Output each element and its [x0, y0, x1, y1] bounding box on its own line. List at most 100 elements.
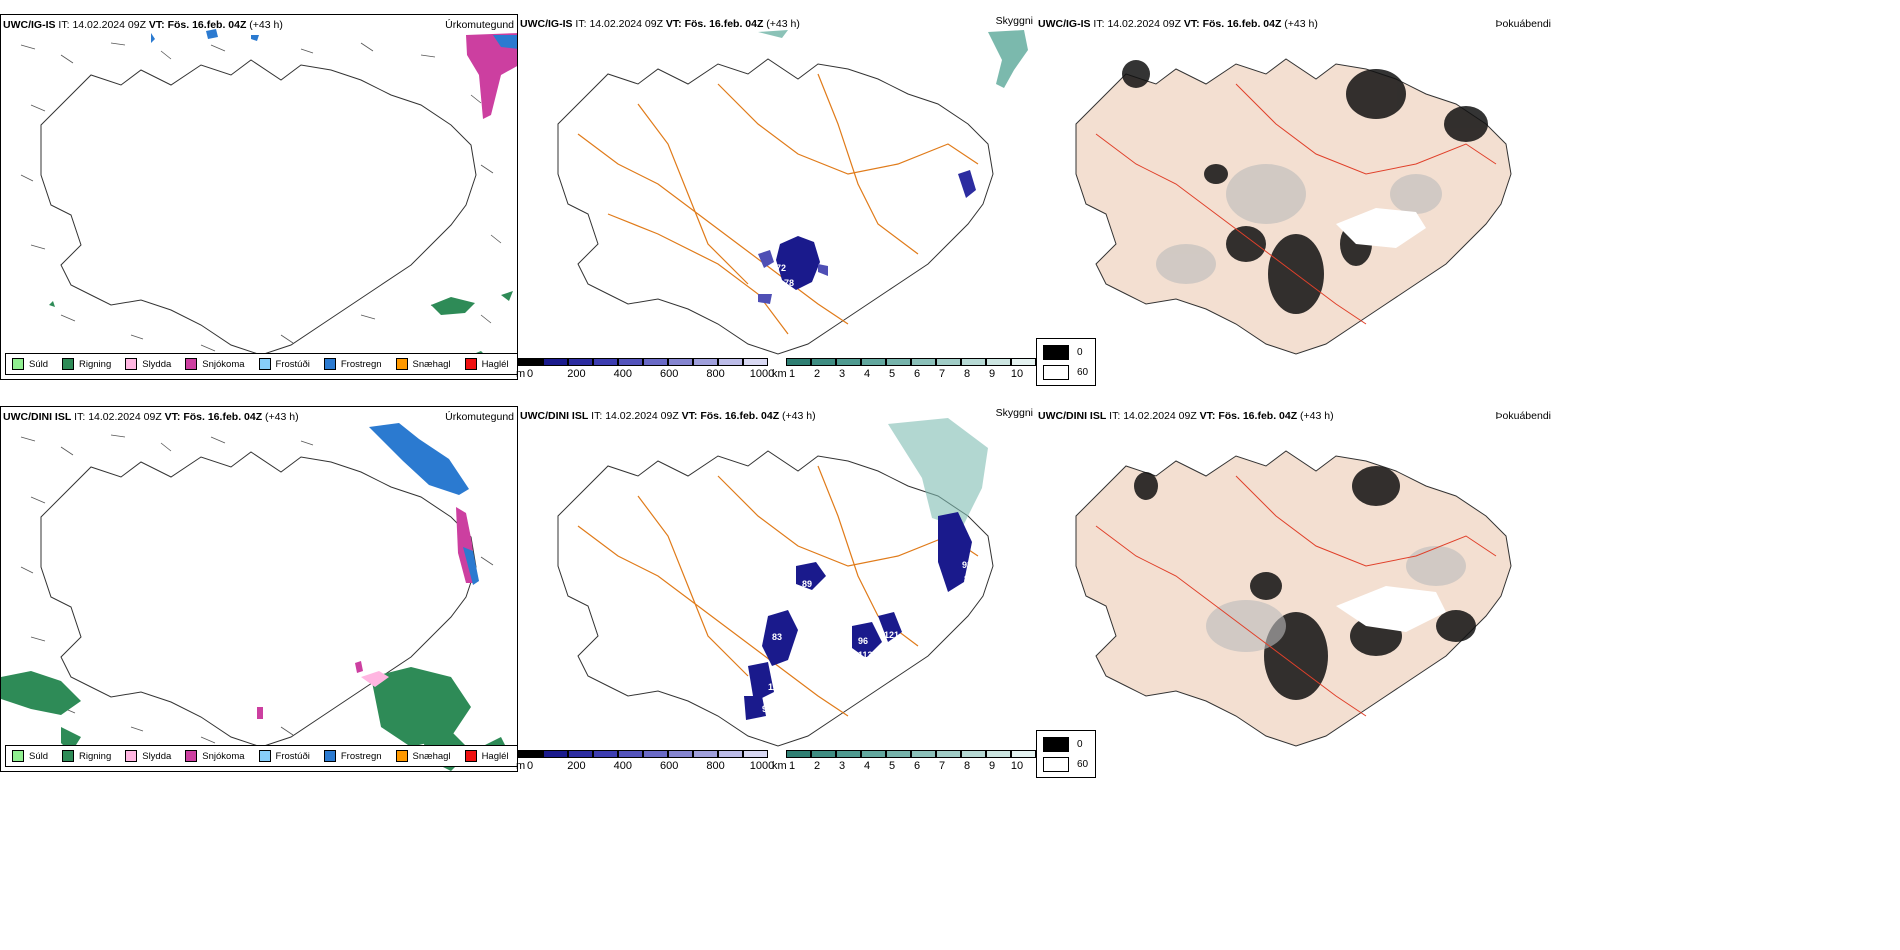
colorbar-tick-label: 5	[888, 368, 896, 380]
colorbar-tick-label: 6	[913, 760, 921, 772]
colorbar-segment	[811, 358, 836, 366]
colorbar-segment	[886, 750, 911, 758]
precip-legend: Súld Rigning Slydda Snjókoma Frostúði Fr…	[5, 353, 517, 375]
colorbar-segment	[593, 358, 618, 366]
legend-item: Haglél	[464, 358, 509, 370]
colorbar-segment	[886, 358, 911, 366]
colorbar-tick-label: 200	[567, 368, 586, 380]
legend-item: Frostregn	[323, 358, 382, 370]
legend-item: Snæhagl	[395, 358, 451, 370]
vis-label: 80	[964, 574, 974, 584]
colorbar-segment	[961, 358, 986, 366]
colorbar-tick-label: 1000	[749, 760, 775, 772]
run-header: UWC/DINI ISL IT: 14.02.2024 09Z VT: Fös.…	[1038, 410, 1334, 422]
legend-item: Rigning	[62, 358, 111, 370]
iceland-outline	[40, 451, 477, 748]
panel-title: Úrkomutegund	[445, 411, 514, 423]
colorbar-segment	[911, 750, 936, 758]
vis-label: 8	[928, 598, 933, 608]
colorbar-tick-label: 3	[838, 760, 846, 772]
colorbar-tick-label: 800	[706, 368, 725, 380]
iceland-outline	[557, 450, 994, 747]
colorbar-segment	[743, 750, 768, 758]
colorbar-segment	[1011, 358, 1036, 366]
legend-item: Snjókoma	[185, 750, 245, 762]
colorbar-tick-label: 7	[938, 760, 946, 772]
colorbar-tick-label: 1000	[749, 368, 775, 380]
colorbar-segment	[543, 358, 568, 366]
colorbar-segment	[911, 358, 936, 366]
run-header: UWC/IG-IS IT: 14.02.2024 09Z VT: Fös. 16…	[520, 18, 800, 30]
visibility-panel-top: 72 78 UWC/IG-IS IT: 14.02.2024 09Z VT: F…	[518, 14, 1036, 380]
colorbar-tick-label: 10	[1010, 760, 1024, 772]
colorbar-segment	[593, 750, 618, 758]
colorbar-segment	[668, 358, 693, 366]
legend-item: Frostúði	[258, 358, 310, 370]
vis-label: 89	[802, 579, 812, 589]
colorbar-tick-label: 2	[813, 368, 821, 380]
colorbar-tick-label: 4	[863, 760, 871, 772]
colorbar-segment	[986, 750, 1011, 758]
visibility-panel-bottom: 89 83 96 121 113 109 110 98 93 80 8 UWC/…	[518, 406, 1036, 772]
panel-title: Þokuábendi	[1495, 18, 1551, 30]
fog-legend: 0 60	[1036, 338, 1096, 386]
colorbar-segment	[718, 750, 743, 758]
iceland-outline	[557, 58, 994, 355]
colorbar-segment	[718, 358, 743, 366]
iceland-outline	[40, 59, 477, 356]
colorbar-segment	[836, 358, 861, 366]
visibility-map-bottom: 89 83 96 121 113 109 110 98 93 80 8	[557, 418, 994, 747]
vis-label: 93	[962, 560, 972, 570]
colorbar-tick-label: 3	[838, 368, 846, 380]
colorbar-segment	[643, 358, 668, 366]
colorbar-tick-label: 9	[988, 760, 996, 772]
colorbar-tick-label: 1	[788, 760, 796, 772]
vis-label: 72	[776, 263, 786, 273]
legend-item: Snæhagl	[395, 750, 451, 762]
panel-title: Skyggni	[995, 407, 1033, 419]
colorbar-tick-label: 600	[660, 760, 679, 772]
vis-label: 96	[858, 636, 868, 646]
colorbar-tick-label: 600	[660, 368, 679, 380]
fog-panel-bottom: UWC/DINI ISL IT: 14.02.2024 09Z VT: Fös.…	[1036, 406, 1554, 772]
roads	[577, 73, 979, 335]
colorbar-tick-label: 800	[706, 760, 725, 772]
visibility-colorbar: km 1 2 3 4 5 6 7 8 9 10	[772, 358, 1036, 382]
colorbar-segment	[518, 358, 543, 366]
colorbar-segment	[786, 358, 811, 366]
legend-item: Frostúði	[258, 750, 310, 762]
colorbar-tick-label: 8	[963, 368, 971, 380]
precip-legend: Súld Rigning Slydda Snjókoma Frostúði Fr…	[5, 745, 517, 767]
roads	[1095, 83, 1497, 325]
colorbar-tick-label: 400	[613, 368, 632, 380]
run-header: UWC/DINI ISL IT: 14.02.2024 09Z VT: Fös.…	[520, 410, 816, 422]
run-header: UWC/DINI ISL IT: 14.02.2024 09Z VT: Fös.…	[3, 411, 299, 423]
visibility-map-top: 72 78	[557, 30, 1028, 355]
legend-item: Snjókoma	[185, 358, 245, 370]
vis-label: 83	[772, 632, 782, 642]
colorbar-tick-label: 7	[938, 368, 946, 380]
fog-panel-top: UWC/IG-IS IT: 14.02.2024 09Z VT: Fös. 16…	[1036, 14, 1554, 380]
colorbar-segment	[936, 358, 961, 366]
legend-item: Súld	[12, 358, 48, 370]
colorbar-segment	[861, 750, 886, 758]
legend-item: Slydda	[125, 750, 171, 762]
precip-panel-top: Súld Rigning Slydda Snjókoma Frostúði Fr…	[0, 14, 518, 380]
colorbar-segment	[1011, 750, 1036, 758]
visibility-colorbar: km 1 2 3 4 5 6 7 8 9 10	[772, 750, 1036, 774]
vis-label: 78	[784, 278, 794, 288]
vis-label: 98	[762, 704, 772, 714]
colorbar-tick-label: 0	[526, 760, 534, 772]
vis-label: 121	[884, 630, 899, 640]
low-visibility-areas	[744, 512, 972, 720]
colorbar-segment	[543, 750, 568, 758]
colorbar-segment	[836, 750, 861, 758]
panel-title: Þokuábendi	[1495, 410, 1551, 422]
roads	[1095, 475, 1497, 717]
colorbar-segment	[786, 750, 811, 758]
ceiling-colorbar: m 0 200 400 600 800 1000	[516, 358, 774, 382]
colorbar-segment	[961, 750, 986, 758]
legend-item: Súld	[12, 750, 48, 762]
panel-title: Skyggni	[995, 15, 1033, 27]
colorbar-tick-label: 5	[888, 760, 896, 772]
